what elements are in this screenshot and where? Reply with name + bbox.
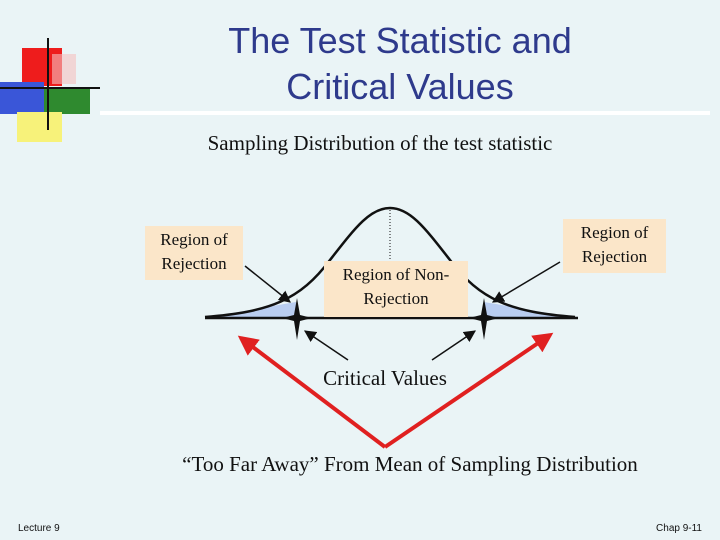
arrow-to-left-tail xyxy=(244,265,291,303)
region-of-rejection-left-label: Region of Rejection xyxy=(145,226,243,280)
red-arrow-right xyxy=(383,332,554,449)
critical-values-label: Critical Values xyxy=(323,366,447,390)
critical-value-marker-left xyxy=(282,298,312,340)
arrow-to-left-critical xyxy=(304,330,349,361)
footer-chapter: Chap 9-11 xyxy=(656,523,702,534)
title-divider xyxy=(100,111,710,115)
arrow-to-right-critical xyxy=(431,330,476,361)
decorative-logo xyxy=(0,38,100,142)
too-far-away-caption: “Too Far Away” From Mean of Sampling Dis… xyxy=(182,452,638,476)
footer-lecture: Lecture 9 xyxy=(18,523,60,534)
region-of-rejection-right-label: Region of Rejection xyxy=(563,219,666,273)
right-rejection-shading xyxy=(484,302,575,317)
page-title: The Test Statistic and Critical Values xyxy=(150,18,650,110)
red-arrow-left xyxy=(237,335,387,449)
region-of-non-rejection-label: Region of Non-Rejection xyxy=(324,261,468,317)
logo-yellow-square xyxy=(17,112,62,142)
bell-curve xyxy=(204,206,576,319)
critical-value-marker-right xyxy=(469,298,499,340)
logo-pink-square xyxy=(52,54,76,84)
page-title-line-1: The Test Statistic and xyxy=(228,20,572,61)
subtitle: Sampling Distribution of the test statis… xyxy=(207,131,553,155)
page-title-line-2: Critical Values xyxy=(286,66,514,107)
logo-green-square xyxy=(44,88,90,114)
arrow-to-right-tail xyxy=(491,261,561,303)
left-rejection-shading xyxy=(205,302,296,317)
